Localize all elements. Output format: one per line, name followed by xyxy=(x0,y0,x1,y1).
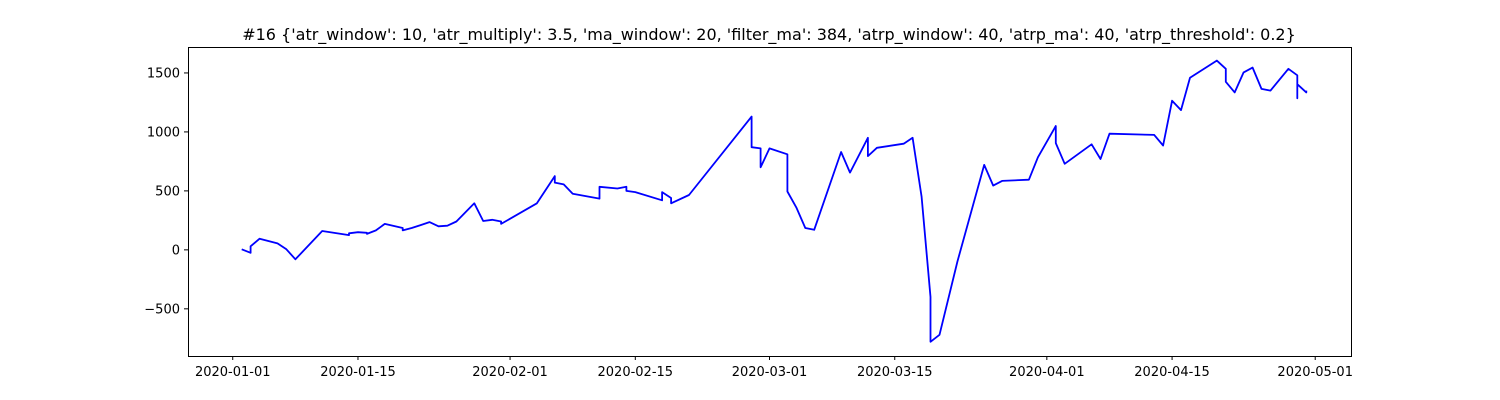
x-tick-label: 2020-02-01 xyxy=(472,365,548,380)
chart-title: #16 {'atr_window': 10, 'atr_multiply': 3… xyxy=(242,25,1296,45)
x-tick-label: 2020-04-01 xyxy=(1009,365,1085,380)
y-tick-label: 0 xyxy=(172,243,180,258)
y-tick-label: 500 xyxy=(155,184,180,199)
y-tick-label: 1500 xyxy=(147,66,180,81)
y-tick-label: 1000 xyxy=(147,125,180,140)
x-tick-label: 2020-03-01 xyxy=(732,365,808,380)
x-tick-label: 2020-02-15 xyxy=(598,365,674,380)
x-tick-label: 2020-01-15 xyxy=(320,365,396,380)
x-tick-label: 2020-04-15 xyxy=(1134,365,1210,380)
y-tick-label: −500 xyxy=(144,302,180,317)
x-tick-label: 2020-05-01 xyxy=(1277,365,1353,380)
x-tick-label: 2020-01-01 xyxy=(195,365,271,380)
plot-area: 2020-01-01 2020-01-15 2020-02-01 2020-02-15… xyxy=(144,47,1353,380)
series-line xyxy=(241,59,1308,343)
x-tick-label: 2020-03-15 xyxy=(857,365,933,380)
